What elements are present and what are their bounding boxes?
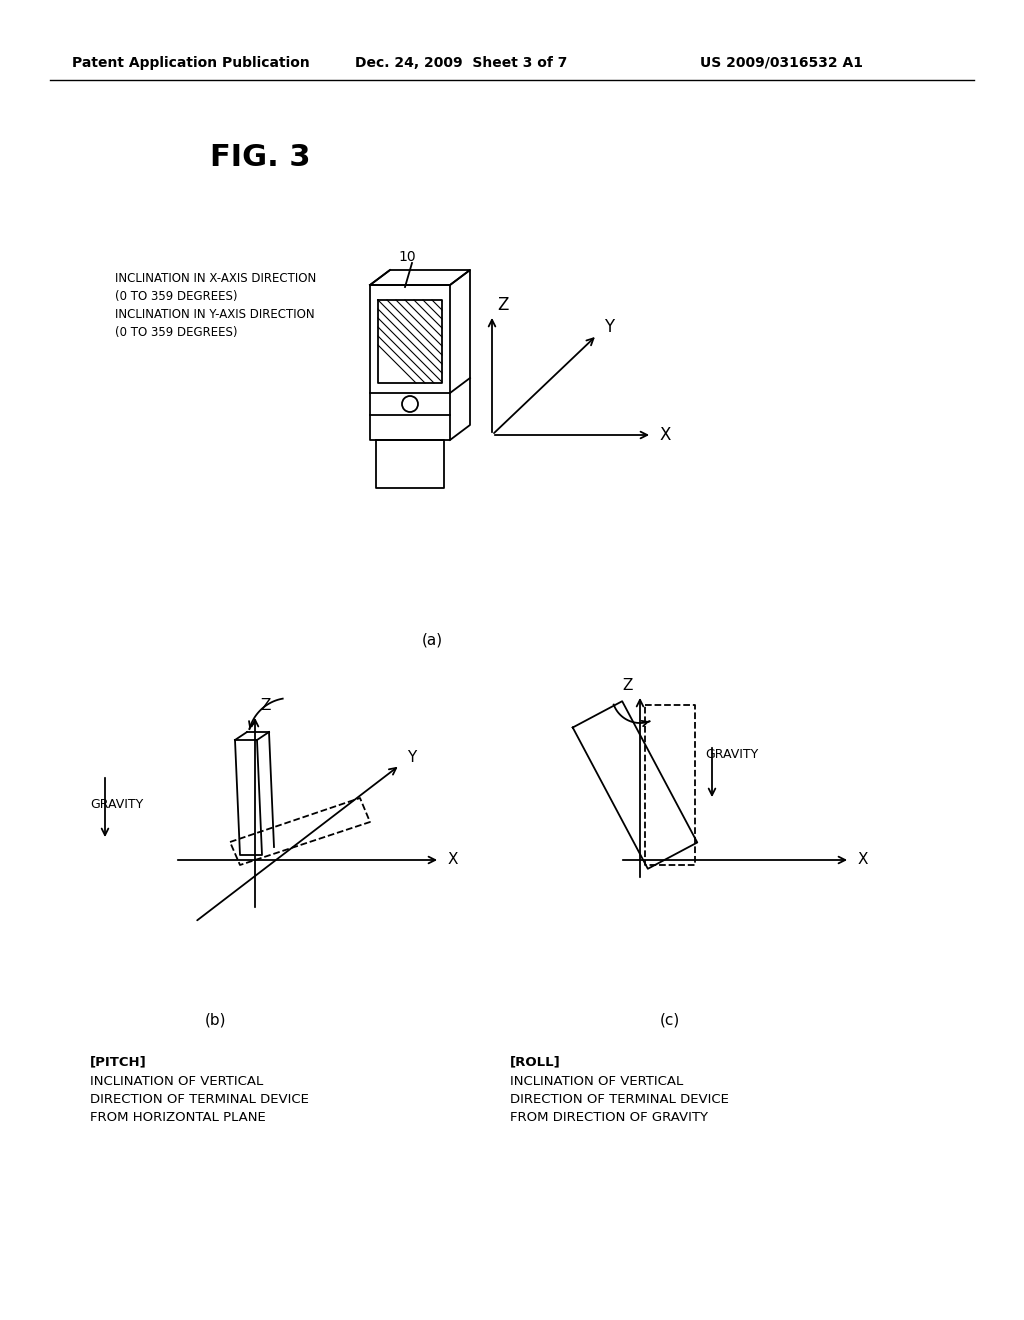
Text: Dec. 24, 2009  Sheet 3 of 7: Dec. 24, 2009 Sheet 3 of 7 bbox=[355, 55, 567, 70]
Text: US 2009/0316532 A1: US 2009/0316532 A1 bbox=[700, 55, 863, 70]
Text: Z: Z bbox=[622, 677, 633, 693]
Text: INCLINATION OF VERTICAL
DIRECTION OF TERMINAL DEVICE
FROM HORIZONTAL PLANE: INCLINATION OF VERTICAL DIRECTION OF TER… bbox=[90, 1074, 309, 1125]
Text: INCLINATION IN X-AXIS DIRECTION
(0 TO 359 DEGREES)
INCLINATION IN Y-AXIS DIRECTI: INCLINATION IN X-AXIS DIRECTION (0 TO 35… bbox=[115, 272, 316, 339]
Text: (b): (b) bbox=[204, 1012, 225, 1027]
Text: FIG. 3: FIG. 3 bbox=[210, 144, 310, 173]
Text: X: X bbox=[660, 426, 672, 444]
Text: Patent Application Publication: Patent Application Publication bbox=[72, 55, 309, 70]
Text: (a): (a) bbox=[422, 632, 442, 648]
Text: X: X bbox=[858, 853, 868, 867]
Text: X: X bbox=[449, 853, 459, 867]
Text: Z: Z bbox=[260, 697, 270, 713]
Text: Y: Y bbox=[407, 750, 416, 764]
Text: GRAVITY: GRAVITY bbox=[90, 799, 143, 812]
Text: Y: Y bbox=[604, 318, 614, 337]
Text: INCLINATION OF VERTICAL
DIRECTION OF TERMINAL DEVICE
FROM DIRECTION OF GRAVITY: INCLINATION OF VERTICAL DIRECTION OF TER… bbox=[510, 1074, 729, 1125]
Text: [PITCH]: [PITCH] bbox=[90, 1055, 146, 1068]
Text: Z: Z bbox=[497, 296, 508, 314]
Text: GRAVITY: GRAVITY bbox=[705, 748, 758, 762]
Text: 10: 10 bbox=[398, 249, 416, 264]
Text: [ROLL]: [ROLL] bbox=[510, 1055, 561, 1068]
Text: (c): (c) bbox=[659, 1012, 680, 1027]
